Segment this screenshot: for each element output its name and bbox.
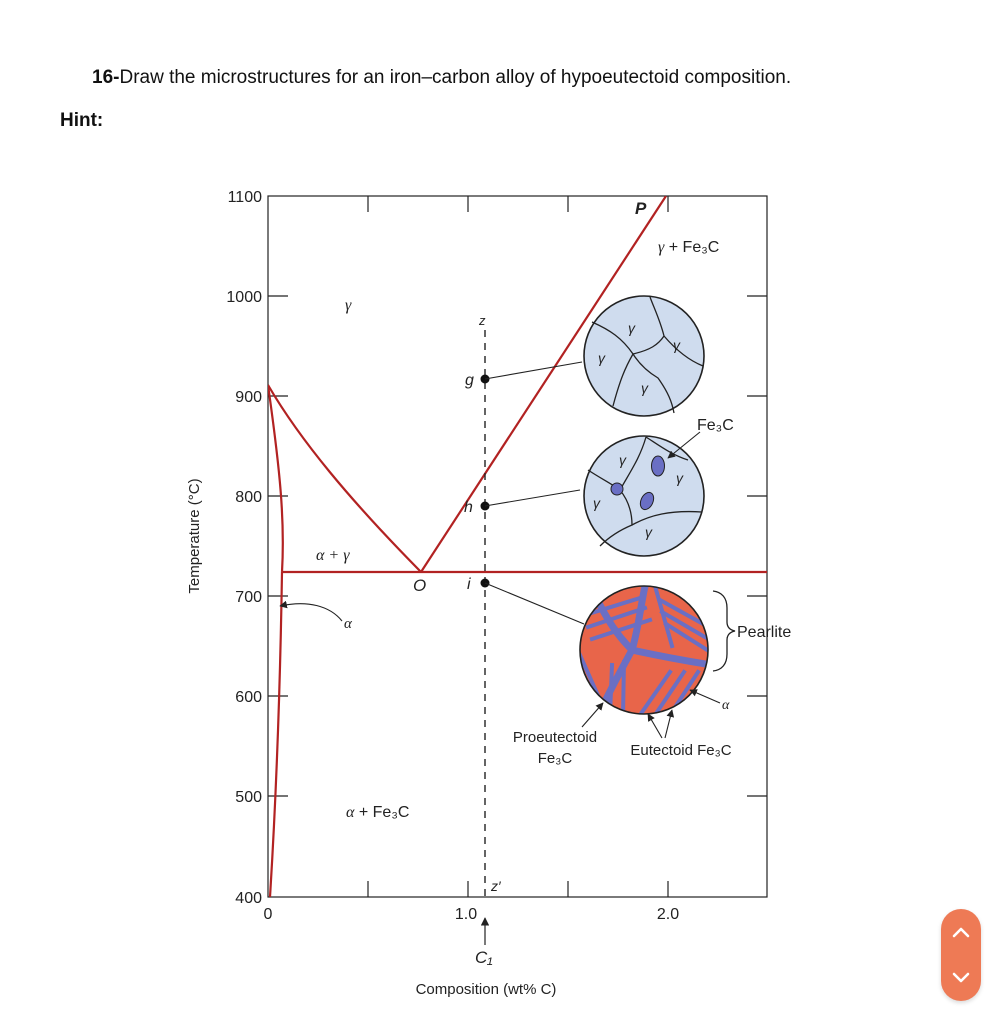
- region-alpha-fe3c-rest: + Fe₃C: [354, 804, 409, 821]
- x-axis-title: Composition (wt% C): [416, 981, 557, 998]
- alpha-solvus: [268, 571, 284, 897]
- fe3c-pointer: [667, 431, 701, 459]
- point-p-label: P: [635, 199, 647, 218]
- nav-down-button[interactable]: [941, 955, 981, 1001]
- micro-g-gamma: γ: [641, 380, 649, 396]
- microstructure-g: γ γ γ γ: [583, 295, 705, 417]
- fe3c-particle: [639, 491, 655, 511]
- micro-h-gamma: γ: [593, 495, 601, 511]
- point-z-label: z: [478, 313, 486, 328]
- eutectoid-pointer: [664, 709, 675, 739]
- micro-h-gamma: γ: [676, 470, 684, 486]
- nav-up-button[interactable]: [941, 909, 981, 955]
- pearlite-label: Pearlite: [737, 624, 791, 641]
- x-tick-label: 1.0: [455, 906, 477, 923]
- point-z-prime-label: z′: [490, 878, 502, 894]
- y-tick-label: 400: [235, 890, 262, 907]
- region-alpha-fe3c-label: α + Fe₃C: [346, 804, 409, 821]
- point-h-label: h: [464, 499, 473, 516]
- alpha-gamma-boundary: [268, 384, 284, 573]
- c1-label: C₁: [475, 948, 493, 967]
- fe3c-particle: [610, 482, 624, 496]
- eutectoid-label: Eutectoid Fe₃C: [630, 742, 731, 759]
- region-alpha-label: α: [344, 616, 353, 632]
- microstructure-i: [579, 585, 709, 715]
- y-axis-title: Temperature (°C): [186, 478, 203, 593]
- micro-h-gamma: γ: [645, 524, 653, 540]
- y-tick-label: 900: [235, 389, 262, 406]
- x-tick-label: 2.0: [657, 906, 679, 923]
- page-nav-control: [941, 909, 981, 1001]
- alpha-pointer: [279, 600, 343, 622]
- y-tick-label: 500: [235, 789, 262, 806]
- micro-g-gamma: γ: [628, 320, 636, 336]
- region-gamma-label: γ: [345, 297, 352, 314]
- a3-line: [268, 384, 422, 573]
- x-tick-marks: [367, 196, 669, 897]
- chevron-up-icon: [952, 927, 970, 938]
- question-text: 16-Draw the microstructures for an iron–…: [92, 66, 791, 90]
- x-tick-labels: 0 1.0 2.0: [264, 906, 680, 923]
- question-body: Draw the microstructures for an iron–car…: [119, 67, 792, 88]
- region-gamma-fe3c-label: γ + Fe₃C: [658, 239, 719, 256]
- phase-boundaries: [268, 196, 767, 897]
- hint-label: Hint:: [60, 110, 104, 131]
- region-gamma-fe3c-rest: + Fe₃C: [664, 239, 719, 256]
- y-tick-marks: [268, 295, 767, 797]
- y-tick-label: 700: [235, 589, 262, 606]
- leader-lines: [484, 361, 585, 625]
- x-tick-label: 0: [264, 906, 273, 923]
- proeutectoid-label-line1: Proeutectoid: [513, 729, 597, 746]
- plot-frame: [267, 195, 768, 898]
- pearlite-alpha-label: α: [722, 698, 730, 713]
- y-tick-label: 600: [235, 689, 262, 706]
- y-tick-label: 1000: [226, 289, 262, 306]
- region-gamma-fe3c-greek: γ: [658, 239, 665, 256]
- acm-line: [420, 196, 667, 573]
- region-alpha-fe3c-greek: α: [346, 804, 355, 821]
- y-tick-labels: 1100 1000 900 800 700 600 500 400: [226, 189, 262, 907]
- eutectoid-pointer: [647, 713, 663, 739]
- micro-g-gamma: γ: [598, 350, 606, 366]
- y-tick-label: 1100: [228, 189, 263, 206]
- point-labels: P O z g h i z′ C₁: [413, 199, 647, 967]
- micro-g-gamma: γ: [673, 337, 681, 353]
- y-tick-label: 800: [235, 489, 262, 506]
- chevron-down-icon: [952, 972, 970, 983]
- alpha-pointer-pearlite: [689, 689, 721, 704]
- point-g-label: g: [465, 372, 474, 389]
- proeutectoid-label-line2: Fe₃C: [538, 750, 573, 767]
- point-o-label: O: [413, 576, 426, 595]
- proeutectoid-pointer: [581, 702, 604, 728]
- pearlite-brace: [712, 590, 736, 672]
- fe3c-particle: [651, 455, 665, 477]
- question-number: 16-: [92, 67, 120, 88]
- microstructure-h: γ γ γ γ: [583, 435, 705, 557]
- point-i-label: i: [467, 576, 471, 593]
- fe3c-label: Fe₃C: [697, 417, 734, 434]
- micro-h-gamma: γ: [619, 452, 627, 468]
- region-alpha-gamma-label: α + γ: [316, 547, 350, 564]
